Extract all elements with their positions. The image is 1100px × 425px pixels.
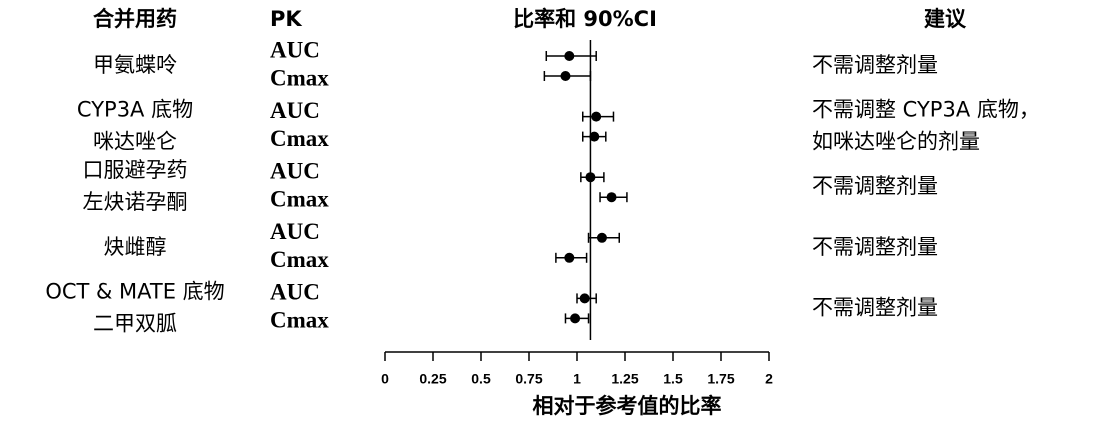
point <box>585 172 596 183</box>
pk-label: AUC <box>270 219 320 244</box>
advice-label: 不需调整剂量 <box>812 174 938 198</box>
drug-label: 炔雌醇 <box>104 235 167 259</box>
header: 合并用药 <box>93 7 177 31</box>
x-tick-label: 1 <box>573 371 581 387</box>
advice-label: 不需调整剂量 <box>812 295 938 319</box>
pk-label: AUC <box>270 98 320 123</box>
drug-label: 口服避孕药 <box>83 158 188 182</box>
header: 建议 <box>924 7 967 31</box>
drug-label: OCT & MATE 底物 <box>45 279 224 303</box>
x-tick-label: 0.75 <box>515 371 542 387</box>
x-axis-label: 相对于参考值的比率 <box>533 394 722 418</box>
x-tick-label: 0.5 <box>471 371 491 387</box>
drug-label: 咪达唑仑 <box>93 130 177 154</box>
x-tick-label: 1.5 <box>663 371 683 387</box>
drug-label: 左炔诺孕酮 <box>83 190 188 214</box>
point <box>560 71 571 81</box>
advice-label: 不需调整 CYP3A 底物， <box>812 98 1040 122</box>
pk-label: Cmax <box>270 186 329 211</box>
pk-label: Cmax <box>270 247 329 272</box>
advice-label: 如咪达唑仑的剂量 <box>812 130 980 154</box>
drug-label: 甲氨蝶呤 <box>93 53 177 77</box>
drug-label: CYP3A 底物 <box>77 98 193 122</box>
point <box>589 131 600 142</box>
x-tick-label: 0.25 <box>419 371 446 387</box>
pk-label: AUC <box>270 37 320 62</box>
pk-label: Cmax <box>270 65 329 90</box>
pk-label: AUC <box>270 280 320 305</box>
point <box>564 51 575 61</box>
pk-label: Cmax <box>270 308 329 333</box>
point <box>570 313 581 324</box>
advice-label: 不需调整剂量 <box>812 235 938 259</box>
pk-label: Cmax <box>270 126 329 151</box>
point <box>579 293 590 304</box>
x-tick-label: 1.75 <box>707 371 734 387</box>
header: 比率和 90%CI <box>513 7 657 31</box>
point <box>564 252 575 263</box>
point <box>591 111 602 122</box>
point <box>606 192 617 203</box>
point <box>596 232 607 243</box>
advice-label: 不需调整剂量 <box>812 53 938 77</box>
drug-label: 二甲双胍 <box>93 311 177 335</box>
pk-label: AUC <box>270 158 320 183</box>
x-tick-label: 1.25 <box>611 371 638 387</box>
x-tick-label: 2 <box>765 371 773 387</box>
x-tick-label: 0 <box>381 371 389 387</box>
header: PK <box>270 7 302 31</box>
